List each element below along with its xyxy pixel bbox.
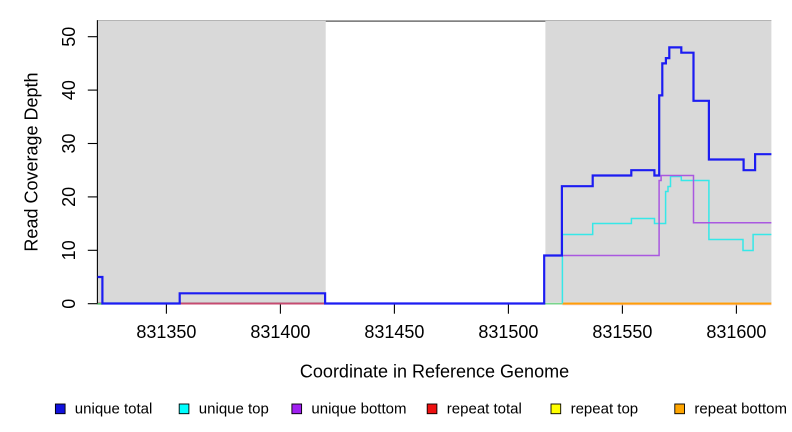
svg-text:831350: 831350 [136,322,196,342]
svg-text:unique top: unique top [199,401,269,418]
svg-text:10: 10 [59,240,79,260]
svg-text:831600: 831600 [706,322,766,342]
svg-text:20: 20 [59,187,79,207]
svg-text:repeat top: repeat top [571,401,639,418]
svg-text:0: 0 [59,299,79,309]
svg-text:Coordinate in Reference Genome: Coordinate in Reference Genome [300,362,569,382]
svg-text:Read Coverage Depth: Read Coverage Depth [22,72,42,251]
svg-text:50: 50 [59,27,79,47]
svg-text:831450: 831450 [364,322,424,342]
svg-text:repeat bottom: repeat bottom [694,401,787,418]
svg-text:30: 30 [59,133,79,153]
svg-text:831500: 831500 [478,322,538,342]
svg-text:repeat total: repeat total [447,401,522,418]
svg-text:unique total: unique total [75,401,153,418]
svg-text:831550: 831550 [592,322,652,342]
svg-text:831400: 831400 [250,322,310,342]
svg-text:40: 40 [59,80,79,100]
svg-text:unique bottom: unique bottom [311,401,406,418]
